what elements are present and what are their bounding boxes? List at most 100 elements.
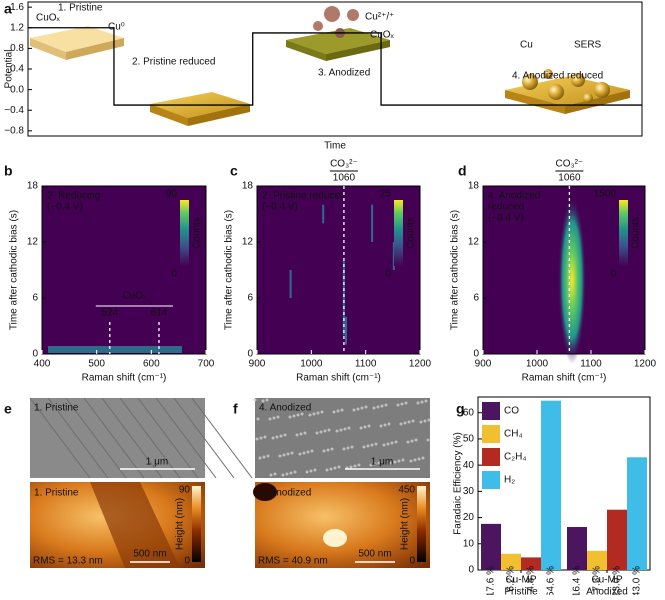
y-tick-label: 6 [32,293,38,304]
value-label: 17.6 % [486,566,497,595]
sem-texture [369,463,373,467]
bar [501,553,521,570]
sem-texture [312,412,316,416]
sem-texture [389,461,393,465]
y-tick-label: 18 [242,181,254,192]
y-tick-label: 10 [463,538,475,549]
sem-texture [310,449,314,453]
afm-feature [253,483,277,501]
y-tick-label: 6 [473,293,479,304]
afm-colorbar-label: Height (nm) [175,498,186,550]
sem-texture [403,421,407,425]
sem-texture [271,436,275,440]
y-tick-label: 6 [247,293,253,304]
sem-texture [305,470,309,474]
scale-label: 500 nm [133,549,166,560]
legend-label: CH₄ [504,429,523,440]
annotation: SERS [574,40,602,51]
sem-texture [342,447,346,451]
sem-texture [414,438,418,442]
sem-texture [302,451,306,455]
sem-texture [319,430,323,434]
sem-texture [137,397,199,479]
heatmap-signal [345,316,348,345]
afm-feature [90,482,180,568]
legend-swatch [482,471,500,489]
sem-texture [285,472,289,476]
sem-texture [273,472,277,476]
colorbar-tick-label: 1500 [594,189,617,200]
sem-texture [382,443,386,447]
sem-texture [373,462,377,466]
sem-texture [282,453,286,457]
afm-colorbar-min: 0 [409,556,415,567]
sem-texture [390,441,394,445]
sem-texture [410,439,414,443]
value-label: 64.6 % [546,566,557,595]
panel-letter: b [4,163,13,179]
sem-texture [83,397,145,479]
sem-texture [259,436,263,440]
sem-texture [343,427,347,431]
sem-texture [272,416,276,420]
bar [607,509,627,570]
sem-texture [427,418,431,422]
x-tick-label: 500 [88,359,105,370]
sem-texture [262,455,266,459]
sem-texture [367,424,371,428]
marker-label: 614 [151,308,168,319]
annotation: 3. Anodized [318,68,370,79]
plot-frame [477,396,651,571]
panel-label: 4. Anodized [488,191,540,202]
sem-texture [303,431,307,435]
legend-label: CO [504,406,519,417]
x-axis-label: Raman shift (cm⁻¹) [522,373,607,384]
sem-texture [352,408,356,412]
panel-label: 2. Reducing [47,191,100,202]
heatmap-signal [48,346,182,353]
sem-texture [286,452,290,456]
x-tick-label: 700 [198,359,215,370]
sem-texture [387,422,391,426]
sem-texture [268,417,272,421]
x-tick-label: 600 [143,359,160,370]
panel-label: reduced [488,202,524,213]
y-tick-label: 50 [463,434,475,445]
annotation: 4. Anodized reduced [512,71,603,82]
x-axis-label: Time [324,141,346,152]
sem-texture [335,429,339,433]
plot-frame [482,185,646,355]
sem-texture [258,456,262,460]
y-tick-label: −0.4 [4,105,24,116]
y-tick-label: 1.2 [10,22,24,33]
sem-texture [315,431,319,435]
value-label: 16.4 % [572,566,583,595]
marker-label: 524 [101,308,118,319]
sem-texture [363,425,367,429]
sem-texture [396,403,400,407]
x-tick-label: Cu-MP [505,575,536,586]
afm-colorbar-max: 450 [398,485,415,496]
x-tick-label: 1000 [300,359,323,370]
y-tick-label: −0.8 [4,125,24,136]
sem-texture [29,397,91,479]
colorbar-label: Counts [631,217,642,249]
heatmap-background [42,186,206,354]
sem-texture [349,465,353,469]
sem-texture [416,401,420,405]
bar [541,400,561,570]
colorbar [394,200,403,266]
marker-title: CO₃²⁻ [556,159,584,170]
sem-texture [288,415,292,419]
sem-texture [366,444,370,448]
sem-texture [253,398,257,402]
colorbar-tick-label: 0 [385,269,391,280]
y-tick-label: 1.6 [10,2,24,13]
annotation: Cu⁰ [108,22,125,33]
afm-feature [323,529,347,547]
sem-texture [426,438,430,442]
sem-texture [298,452,302,456]
marker-title: CuOₓ [122,291,147,302]
sem-texture [384,403,388,407]
x-tick-label: 1100 [580,359,602,370]
